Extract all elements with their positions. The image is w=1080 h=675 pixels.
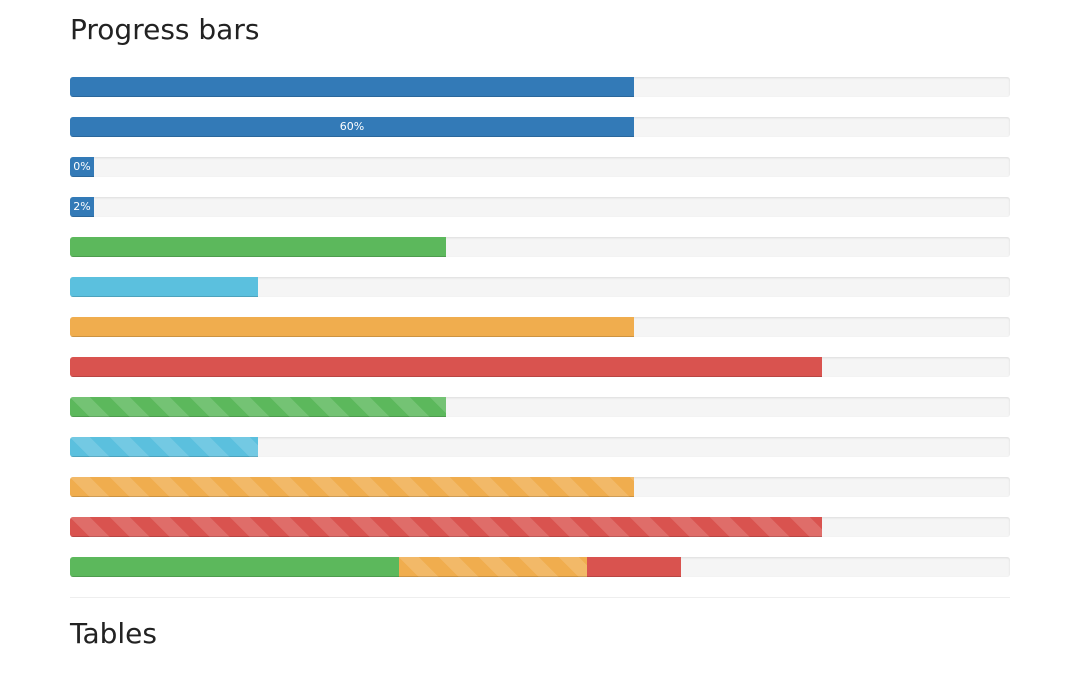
progress-bar-fill [70,77,634,97]
progress-bar-fill [70,237,446,257]
progress-bar-fill: 0% [70,157,94,177]
stacked-progress-segment [587,557,681,577]
progress-bar [70,397,1010,417]
progress-bar-fill [70,477,634,497]
progress-bar [70,77,1010,97]
progress-bar [70,517,1010,537]
progress-bar-fill [70,357,822,377]
progress-bar-fill: 60% [70,117,634,137]
tables-heading: Tables [70,617,157,650]
progress-bar: 60% [70,117,1010,137]
progress-bar [70,437,1010,457]
progress-bar-fill: 2% [70,197,94,217]
stacked-progress-segment [399,557,587,577]
progress-bar-fill [70,317,634,337]
progress-bar-fill [70,397,446,417]
section-divider [70,597,1010,598]
progress-bar: 2% [70,197,1010,217]
stacked-progress-bar [70,557,1010,577]
progress-bar [70,237,1010,257]
progress-bar [70,277,1010,297]
progress-bar [70,477,1010,497]
progress-bar-fill [70,277,258,297]
stacked-progress-segment [70,557,399,577]
progress-bars-heading: Progress bars [70,13,260,46]
progress-bar [70,357,1010,377]
progress-bar-fill [70,517,822,537]
progress-bar [70,317,1010,337]
progress-bar: 0% [70,157,1010,177]
progress-bar-fill [70,437,258,457]
